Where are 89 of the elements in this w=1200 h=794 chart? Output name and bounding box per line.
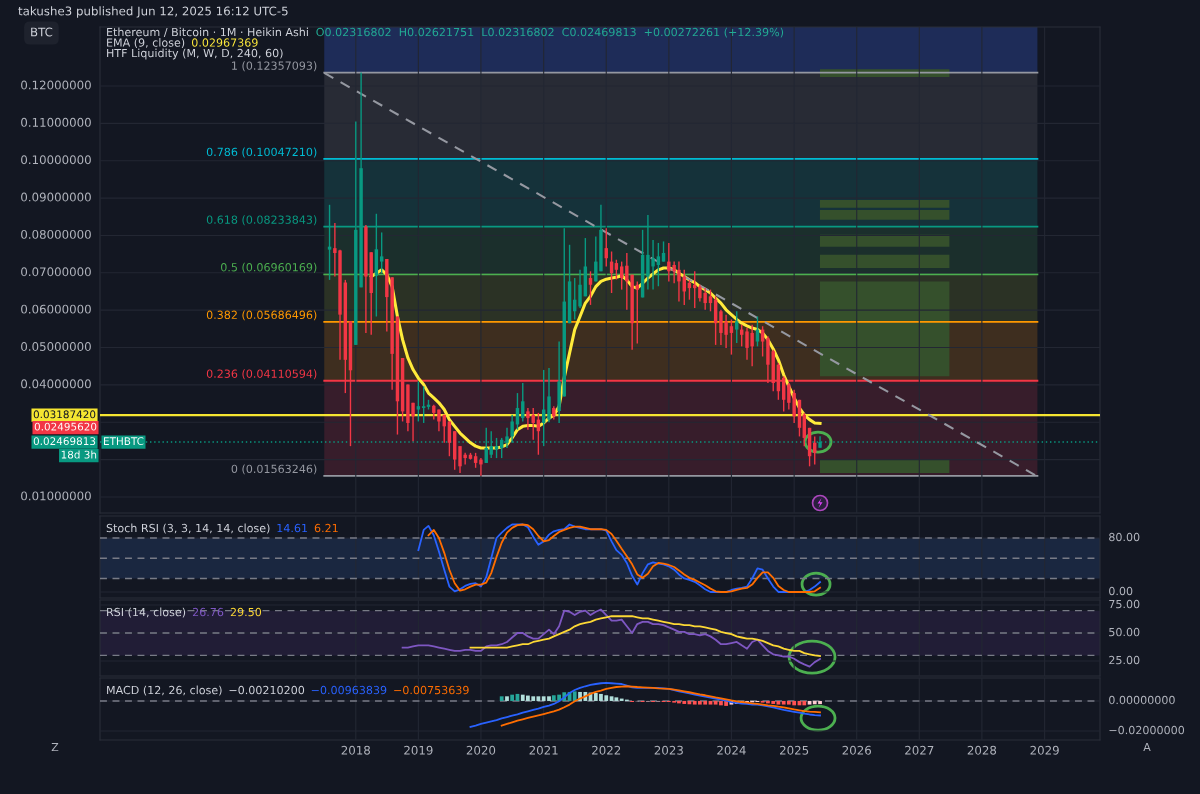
y-tick-label: 0.08000000 — [21, 229, 91, 239]
ref-line-label: 0.5 (0.06960169) — [221, 262, 317, 273]
x-tick-label: 2029 — [1030, 745, 1059, 755]
ref-line-label: 0.618 (0.08233843) — [206, 215, 317, 226]
annotation: −0.00753639 — [394, 685, 469, 695]
y-tick-label: 0.09000000 — [21, 192, 91, 202]
ref-line-label: 0.382 (0.05686496) — [206, 310, 317, 321]
text: 18d 3h — [61, 450, 97, 459]
bar — [819, 234, 950, 247]
bar — [499, 696, 504, 701]
y-tick-label: 0.05000000 — [21, 342, 91, 351]
text: 0.02495620 — [34, 422, 97, 431]
y-tick-label: 0.11000000 — [21, 117, 91, 127]
x-tick-label: 2028 — [967, 745, 997, 755]
x-tick-label: 2020 — [466, 745, 496, 755]
x-tick-label: 2021 — [529, 745, 558, 755]
candlestick — [526, 407, 530, 431]
text: RSI (14, close) — [107, 607, 186, 618]
bar — [819, 254, 950, 268]
line-series — [469, 615, 821, 657]
candlestick — [416, 380, 421, 423]
annotation: 0.02967369 — [191, 38, 258, 47]
annotation: −0.00963839 — [311, 685, 387, 695]
y-tick-label: 0.01000000 — [21, 491, 91, 501]
candlestick — [729, 318, 734, 356]
annotation: 6.21 — [314, 523, 338, 533]
y-tick-label: 0.10000000 — [21, 155, 91, 165]
bar — [819, 199, 950, 208]
annotation: 29.50 — [230, 607, 262, 617]
ref-line-label: 0.03187420 — [33, 410, 96, 419]
chart-subtitle: takushe3 published Jun 12, 2025 16:12 UTC-5 — [18, 6, 288, 18]
x-tick-label: 2026 — [842, 745, 872, 755]
text: BTC — [31, 27, 53, 37]
bar — [819, 210, 950, 220]
x-tick-label: 2019 — [404, 745, 433, 755]
y-tick-label: 0.00 — [1109, 586, 1133, 596]
y-tick-label: 0.00000000 — [1109, 695, 1175, 705]
line-series — [401, 608, 821, 668]
y-tick-label: 25.00 — [1109, 655, 1140, 665]
ref-line-label: 0.786 (0.10047210) — [206, 147, 317, 158]
chart-title: Ethereum / Bitcoin · 1M · Heikin Ashi — [107, 27, 308, 38]
x-tick-label: 2027 — [905, 745, 934, 755]
candlestick — [588, 270, 593, 306]
annotation: EMA (9, close) — [107, 38, 185, 49]
y-tick-label: 0.06000000 — [21, 304, 91, 314]
text: MACD (12, 26, close) — [107, 685, 222, 696]
candlestick — [547, 367, 551, 423]
candlestick — [661, 240, 666, 263]
ref-line-label: 0 (0.01563246) — [231, 464, 317, 475]
y-tick-label: 80.00 — [1109, 532, 1140, 542]
bar — [819, 459, 950, 474]
bar — [510, 694, 515, 701]
x-tick-label: 2022 — [592, 745, 621, 755]
bar — [614, 697, 619, 701]
bar — [505, 696, 509, 701]
x-tick-label: 2025 — [780, 745, 809, 755]
annotation: −0.00210200 — [229, 685, 305, 695]
candlestick — [619, 260, 624, 291]
x-tick-label: 2024 — [717, 745, 746, 755]
bar — [819, 281, 950, 377]
annotation: O0.02316802 H0.02621751 L0.02316802 C0.02469813 +0.00272261 (+12.39%) — [316, 27, 784, 38]
candlestick — [421, 385, 426, 424]
bar — [802, 700, 807, 706]
candlestick — [614, 259, 619, 281]
ref-line-label: 1 (0.12357093) — [232, 61, 317, 72]
ref-line-label: 0.236 (0.04110594) — [206, 369, 317, 380]
candlestick — [656, 242, 661, 287]
candlestick — [578, 269, 582, 309]
y-tick-label: −0.02000000 — [1109, 725, 1185, 735]
y-tick-label: 0.07000000 — [21, 267, 91, 277]
candlestick — [479, 457, 483, 477]
annotation: ETHBTC — [104, 437, 144, 446]
text: Z — [51, 742, 59, 752]
candlestick — [379, 231, 384, 274]
candlestick — [447, 420, 452, 457]
candlestick — [735, 310, 739, 344]
annotation: 26.76 — [192, 607, 224, 617]
ref-line-label: 0.02469813 — [33, 437, 96, 446]
annotation: 14.61 — [277, 523, 308, 533]
text: Stoch RSI (3, 3, 14, 14, close) — [106, 523, 270, 534]
x-tick-label: 2018 — [341, 745, 370, 755]
y-tick-label: 50.00 — [1109, 627, 1140, 637]
y-tick-label: 75.00 — [1109, 599, 1140, 609]
annotation: HTF Liquidity (M, W, D, 240, 60) — [107, 48, 283, 60]
text: A — [1143, 742, 1151, 752]
y-tick-label: 0.04000000 — [21, 379, 91, 389]
y-tick-label: 0.12000000 — [21, 80, 91, 90]
x-tick-label: 2023 — [654, 745, 683, 755]
candlestick — [708, 288, 713, 312]
